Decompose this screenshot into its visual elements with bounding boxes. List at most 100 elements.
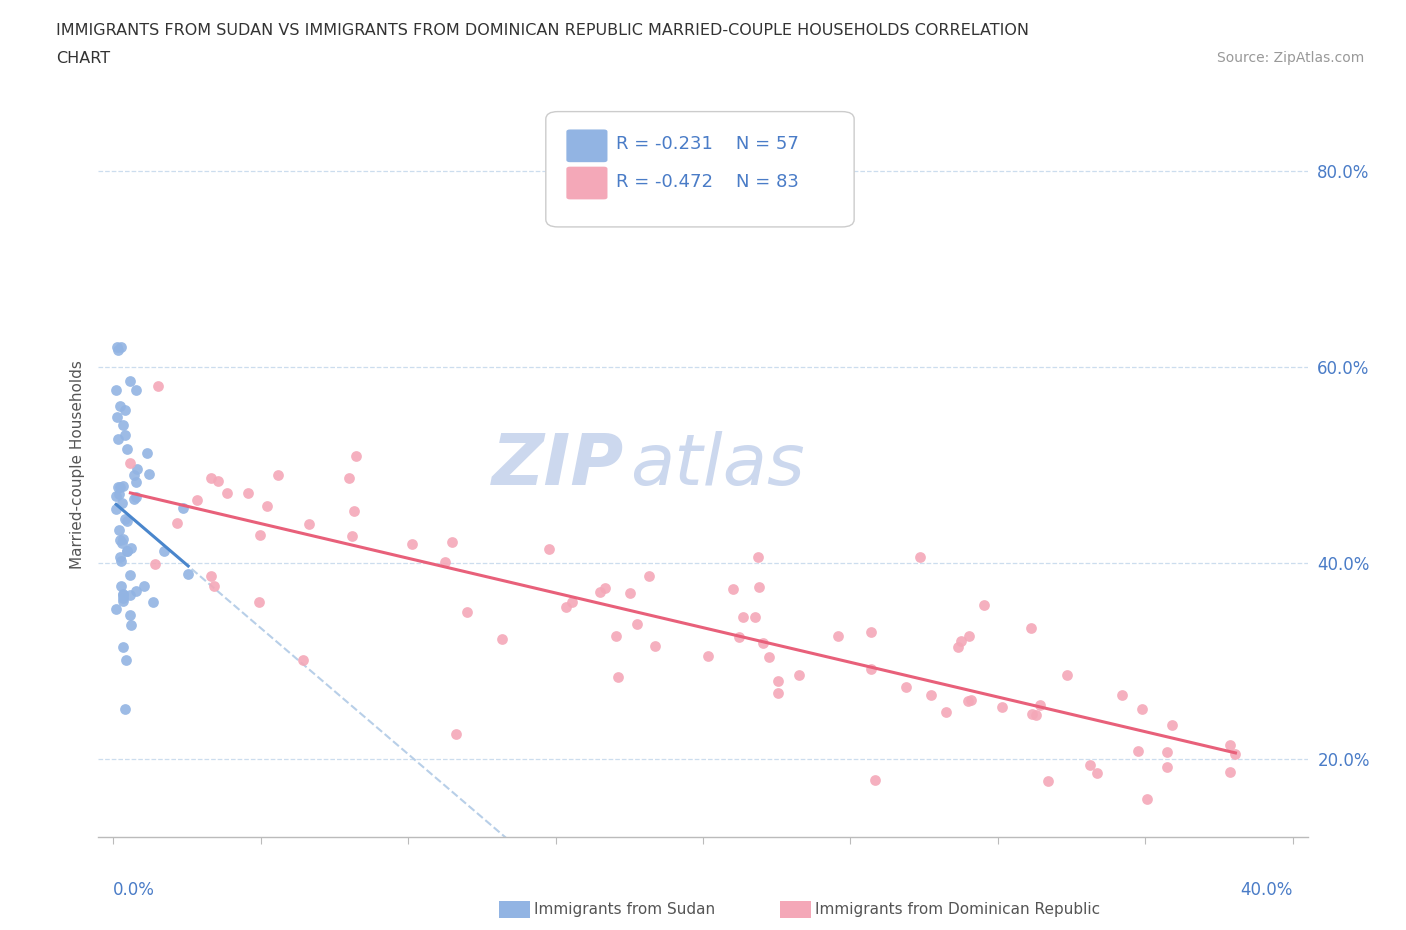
FancyBboxPatch shape bbox=[567, 166, 607, 199]
Point bbox=[728, 630, 751, 644]
Point bbox=[118, 567, 141, 582]
Point bbox=[110, 554, 132, 569]
FancyBboxPatch shape bbox=[546, 112, 855, 227]
Point bbox=[1078, 757, 1101, 772]
Point bbox=[752, 635, 775, 650]
Point bbox=[118, 374, 141, 389]
Point bbox=[118, 608, 141, 623]
Text: 0.0%: 0.0% bbox=[112, 881, 155, 899]
Point bbox=[748, 580, 770, 595]
Point bbox=[446, 726, 468, 741]
Text: Source: ZipAtlas.com: Source: ZipAtlas.com bbox=[1216, 51, 1364, 65]
Point bbox=[860, 625, 883, 640]
Point bbox=[108, 523, 131, 538]
Point bbox=[787, 668, 810, 683]
Point bbox=[555, 600, 578, 615]
Point bbox=[744, 610, 766, 625]
Text: ZIP: ZIP bbox=[492, 431, 624, 499]
Point bbox=[122, 467, 145, 482]
Text: Immigrants from Dominican Republic: Immigrants from Dominican Republic bbox=[815, 902, 1101, 917]
Point bbox=[138, 466, 160, 481]
Point bbox=[723, 582, 745, 597]
Point bbox=[105, 602, 128, 617]
Text: atlas: atlas bbox=[630, 431, 806, 499]
Point bbox=[111, 531, 134, 546]
Point bbox=[593, 580, 616, 595]
Point bbox=[112, 586, 135, 601]
Point bbox=[153, 544, 176, 559]
Point bbox=[249, 527, 271, 542]
Point bbox=[1130, 702, 1153, 717]
Point bbox=[863, 773, 886, 788]
Point bbox=[644, 639, 666, 654]
Point bbox=[1156, 744, 1178, 759]
Point bbox=[200, 471, 222, 485]
Point bbox=[957, 629, 980, 644]
Point bbox=[217, 485, 239, 500]
Point bbox=[111, 536, 134, 551]
Point bbox=[960, 693, 983, 708]
Text: IMMIGRANTS FROM SUDAN VS IMMIGRANTS FROM DOMINICAN REPUBLIC MARRIED-COUPLE HOUSE: IMMIGRANTS FROM SUDAN VS IMMIGRANTS FROM… bbox=[56, 23, 1029, 38]
Point bbox=[342, 528, 364, 543]
Point bbox=[115, 543, 138, 558]
Point bbox=[135, 445, 157, 460]
Point bbox=[108, 479, 131, 494]
Point bbox=[1056, 668, 1078, 683]
Point bbox=[1225, 747, 1247, 762]
Text: Immigrants from Sudan: Immigrants from Sudan bbox=[534, 902, 716, 917]
Point bbox=[1161, 717, 1184, 732]
Point bbox=[105, 488, 128, 503]
Point bbox=[112, 478, 135, 493]
Point bbox=[733, 609, 755, 624]
FancyBboxPatch shape bbox=[567, 129, 607, 162]
Point bbox=[605, 629, 627, 644]
Point bbox=[910, 550, 932, 565]
Point bbox=[619, 585, 641, 600]
Point bbox=[200, 568, 222, 583]
Point bbox=[1219, 764, 1241, 779]
Point bbox=[561, 595, 583, 610]
Point bbox=[115, 653, 138, 668]
Point bbox=[107, 343, 129, 358]
Point bbox=[491, 631, 513, 646]
Point bbox=[120, 588, 142, 603]
Point bbox=[247, 595, 270, 610]
Point bbox=[1029, 698, 1052, 712]
Point bbox=[207, 473, 229, 488]
Point bbox=[896, 680, 918, 695]
Point bbox=[111, 418, 134, 432]
Point bbox=[991, 699, 1014, 714]
Point bbox=[920, 688, 942, 703]
Y-axis label: Married-couple Households: Married-couple Households bbox=[69, 361, 84, 569]
Point bbox=[638, 569, 661, 584]
Point bbox=[125, 584, 148, 599]
Point bbox=[114, 701, 136, 716]
Point bbox=[1219, 737, 1241, 752]
Point bbox=[122, 492, 145, 507]
Point bbox=[114, 403, 136, 418]
Point bbox=[124, 382, 146, 397]
Point bbox=[696, 648, 718, 663]
Point bbox=[105, 339, 128, 354]
Point bbox=[344, 448, 367, 463]
Point bbox=[456, 604, 478, 619]
Point bbox=[401, 537, 423, 551]
Point bbox=[973, 597, 995, 612]
Point bbox=[202, 578, 225, 593]
Point bbox=[950, 633, 973, 648]
Point bbox=[125, 461, 148, 476]
Point bbox=[946, 640, 969, 655]
Point bbox=[758, 650, 780, 665]
Point bbox=[115, 441, 138, 456]
Point bbox=[747, 550, 769, 565]
Point bbox=[186, 493, 208, 508]
Point bbox=[1021, 707, 1043, 722]
Point bbox=[766, 685, 789, 700]
Point bbox=[935, 704, 957, 719]
Point bbox=[337, 471, 360, 485]
Point bbox=[114, 512, 136, 526]
Point bbox=[956, 693, 979, 708]
Point bbox=[172, 500, 194, 515]
Point bbox=[1025, 708, 1047, 723]
Point bbox=[343, 504, 366, 519]
